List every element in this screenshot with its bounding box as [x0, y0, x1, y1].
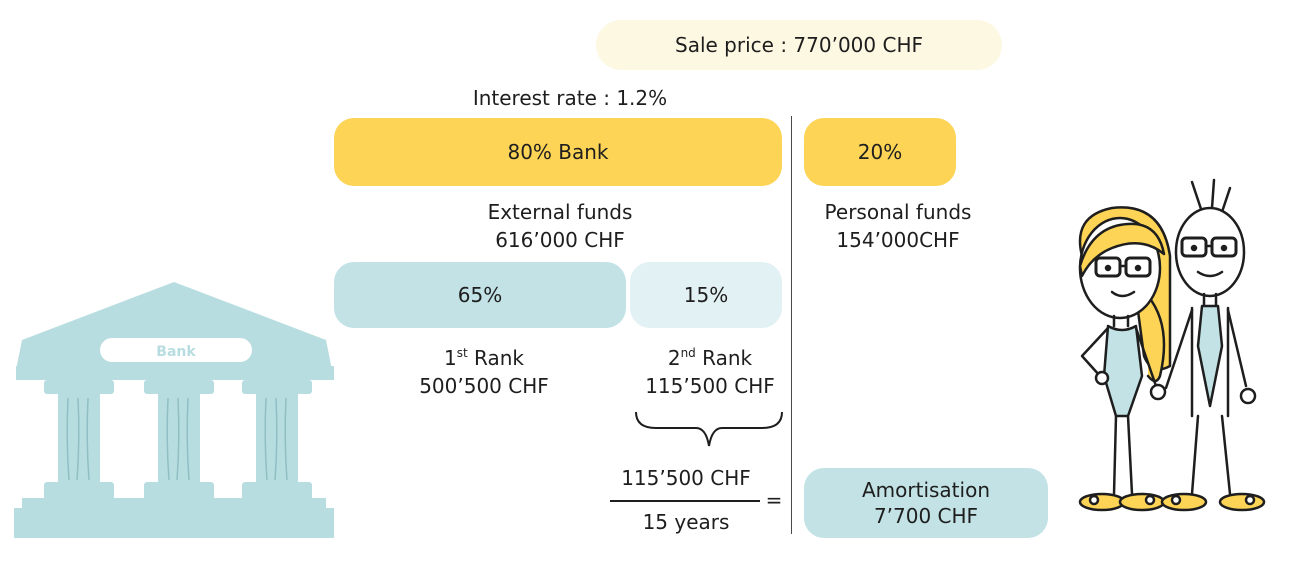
- fraction-line: [610, 500, 760, 502]
- personal-funds-block: Personal funds 154’000CHF: [778, 198, 1018, 254]
- personal-funds-label: Personal funds: [824, 200, 972, 224]
- vertical-divider: [791, 116, 792, 534]
- first-rank-amount: 500’500 CHF: [419, 374, 549, 398]
- amortisation-label: Amortisation: [861, 478, 990, 502]
- first-rank-pill: 65%: [334, 262, 626, 328]
- bank-share-label: 80% Bank: [507, 140, 609, 164]
- second-rank-title: 2nd Rank: [667, 346, 753, 370]
- amortisation-amount: 7’700 CHF: [873, 504, 979, 528]
- bank-building-icon: Bank: [14, 282, 334, 538]
- bank-share-pill: 80% Bank: [334, 118, 782, 186]
- first-rank-block: 1st Rank 500’500 CHF: [364, 344, 604, 400]
- formula-equals: =: [765, 488, 783, 512]
- bank-sign-label: Bank: [156, 344, 196, 360]
- curly-brace-icon: [635, 411, 783, 447]
- sale-price-label: Sale price : 770’000 CHF: [675, 33, 923, 57]
- formula-numerator: 115’500 CHF: [621, 466, 751, 490]
- external-funds-amount: 616’000 CHF: [495, 228, 625, 252]
- amortisation-pill: Amortisation 7’700 CHF: [804, 468, 1048, 538]
- formula-denominator: 15 years: [642, 510, 730, 534]
- first-rank-title: 1st Rank: [443, 346, 525, 370]
- couple-illustration-icon: [1078, 178, 1266, 512]
- personal-share-label: 20%: [857, 140, 903, 164]
- second-rank-amount: 115’500 CHF: [645, 374, 775, 398]
- personal-share-pill: 20%: [804, 118, 956, 186]
- external-funds-label: External funds: [487, 200, 633, 224]
- external-funds-block: External funds 616’000 CHF: [410, 198, 710, 254]
- second-rank-percent: 15%: [683, 283, 729, 307]
- first-rank-percent: 65%: [457, 283, 503, 307]
- second-rank-block: 2nd Rank 115’500 CHF: [600, 344, 820, 400]
- personal-funds-amount: 154’000CHF: [836, 228, 960, 252]
- sale-price-pill: Sale price : 770’000 CHF: [596, 20, 1002, 70]
- second-rank-pill: 15%: [630, 262, 782, 328]
- interest-rate-label: Interest rate : 1.2%: [472, 86, 668, 110]
